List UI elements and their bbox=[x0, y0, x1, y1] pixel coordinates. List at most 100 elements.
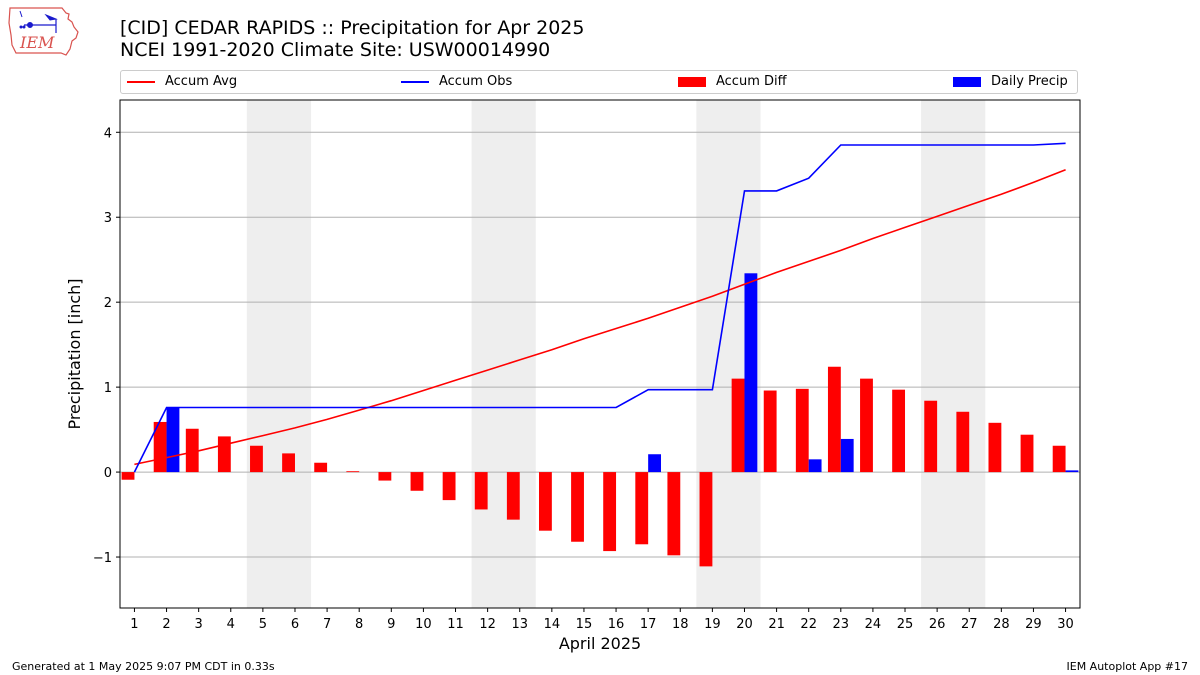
accum-diff-bar bbox=[538, 472, 552, 531]
legend-label: Accum Obs bbox=[439, 74, 513, 89]
x-tick-label: 15 bbox=[576, 617, 593, 632]
accum-diff-bar bbox=[474, 472, 488, 510]
legend: Accum Avg Accum Obs Accum Diff Daily Pre… bbox=[120, 70, 1078, 94]
x-tick-label: 1 bbox=[130, 617, 138, 632]
accum-diff-bar bbox=[827, 366, 841, 473]
legend-swatch bbox=[127, 80, 155, 83]
x-tick-label: 2 bbox=[162, 617, 170, 632]
x-tick-label: 29 bbox=[1025, 617, 1042, 632]
accum-diff-bar bbox=[635, 472, 649, 545]
accum-diff-bar bbox=[282, 453, 295, 473]
legend-label: Daily Precip bbox=[991, 74, 1068, 89]
x-tick-label: 30 bbox=[1057, 617, 1074, 632]
x-tick-label: 20 bbox=[736, 617, 753, 632]
x-tick-label: 13 bbox=[511, 617, 528, 632]
legend-item-daily-precip: Daily Precip bbox=[953, 74, 1068, 92]
y-tick-label: 2 bbox=[104, 296, 112, 311]
x-tick-label: 23 bbox=[833, 617, 850, 632]
legend-swatch bbox=[678, 76, 706, 87]
x-tick-label: 5 bbox=[259, 617, 267, 632]
x-tick-label: 9 bbox=[387, 617, 395, 632]
daily-precip-bar bbox=[840, 438, 854, 473]
accum-diff-bar bbox=[892, 389, 906, 473]
daily-precip-bar bbox=[808, 459, 822, 473]
chart-title: [CID] CEDAR RAPIDS :: Precipitation for … bbox=[120, 17, 585, 39]
legend-item-accum-diff: Accum Diff bbox=[678, 74, 787, 92]
accum-avg-line bbox=[134, 168, 1066, 466]
accum-diff-bar bbox=[699, 472, 713, 567]
x-tick-label: 12 bbox=[479, 617, 496, 632]
accum-diff-bar bbox=[378, 472, 392, 481]
accum-obs-line bbox=[133, 142, 1066, 473]
legend-item-accum-obs: Accum Obs bbox=[401, 74, 512, 92]
legend-swatch bbox=[401, 80, 429, 83]
x-tick-label: 18 bbox=[672, 617, 689, 632]
weekend-shade bbox=[246, 100, 312, 608]
logo-text: IEM bbox=[19, 33, 55, 52]
accum-diff-bar bbox=[1052, 445, 1066, 473]
y-tick-label: 1 bbox=[104, 381, 112, 396]
accum-diff-bar bbox=[185, 428, 199, 473]
y-axis-label: Precipitation [inch] bbox=[65, 278, 84, 429]
accum-diff-bar bbox=[217, 436, 231, 473]
chart-subtitle: NCEI 1991-2020 Climate Site: USW00014990 bbox=[120, 39, 551, 61]
accum-diff-bar bbox=[250, 445, 263, 473]
accum-diff-bar bbox=[795, 388, 809, 473]
accum-diff-bar bbox=[956, 411, 970, 473]
accum-diff-bar bbox=[667, 472, 681, 556]
x-tick-label: 8 bbox=[355, 617, 363, 632]
x-tick-label: 26 bbox=[929, 617, 946, 632]
y-tick-label: 4 bbox=[104, 126, 112, 141]
x-tick-label: 25 bbox=[897, 617, 914, 632]
x-axis-label: April 2025 bbox=[559, 634, 641, 653]
x-tick-label: 24 bbox=[865, 617, 882, 632]
x-tick-label: 22 bbox=[800, 617, 817, 632]
y-tick-label: 3 bbox=[104, 211, 112, 226]
x-tick-label: 14 bbox=[544, 617, 561, 632]
x-tick-label: 7 bbox=[323, 617, 331, 632]
x-tick-label: 21 bbox=[768, 617, 785, 632]
accum-diff-bar bbox=[571, 472, 584, 542]
weekend-shade bbox=[471, 100, 536, 608]
x-tick-label: 10 bbox=[415, 617, 432, 632]
accum-diff-bar bbox=[860, 378, 873, 473]
accum-diff-bar bbox=[731, 378, 745, 473]
accum-diff-bar bbox=[924, 400, 938, 473]
accum-diff-bar bbox=[410, 472, 424, 491]
iowa-state-outline bbox=[8, 7, 79, 56]
legend-swatch bbox=[953, 76, 981, 87]
accum-diff-bar bbox=[506, 472, 520, 520]
x-tick-label: 16 bbox=[608, 617, 625, 632]
legend-item-accum-avg: Accum Avg bbox=[127, 74, 237, 92]
accum-diff-bar bbox=[314, 462, 328, 473]
daily-precip-bar bbox=[744, 273, 758, 473]
legend-label: Accum Diff bbox=[716, 74, 787, 89]
daily-precip-bar bbox=[648, 454, 662, 473]
iem-logo: IEM bbox=[8, 7, 79, 56]
x-tick-label: 17 bbox=[640, 617, 657, 632]
accum-diff-bar bbox=[442, 472, 456, 501]
legend-label: Accum Avg bbox=[165, 74, 238, 89]
accum-diff-bar bbox=[346, 471, 360, 473]
accum-diff-bar bbox=[988, 422, 1002, 473]
x-tick-label: 6 bbox=[291, 617, 299, 632]
accum-diff-bar bbox=[1020, 434, 1034, 473]
x-tick-label: 4 bbox=[227, 617, 235, 632]
x-tick-label: 19 bbox=[704, 617, 721, 632]
daily-precip-bar bbox=[1065, 470, 1079, 473]
x-tick-label: 3 bbox=[195, 617, 203, 632]
y-tick-label: 0 bbox=[104, 466, 112, 481]
daily-precip-bar bbox=[166, 407, 180, 473]
footer-app-label: IEM Autoplot App #17 bbox=[1066, 660, 1189, 673]
x-tick-label: 27 bbox=[961, 617, 978, 632]
weather-station-icon bbox=[19, 10, 58, 33]
x-tick-label: 28 bbox=[993, 617, 1010, 632]
weekend-shade bbox=[921, 100, 986, 608]
accum-diff-bar bbox=[603, 472, 617, 552]
accum-diff-bar bbox=[121, 472, 135, 480]
plot-frame bbox=[119, 99, 1081, 609]
x-tick-label: 11 bbox=[447, 617, 464, 632]
footer-generated-text: Generated at 1 May 2025 9:07 PM CDT in 0… bbox=[12, 660, 275, 673]
accum-diff-bar bbox=[763, 390, 777, 473]
